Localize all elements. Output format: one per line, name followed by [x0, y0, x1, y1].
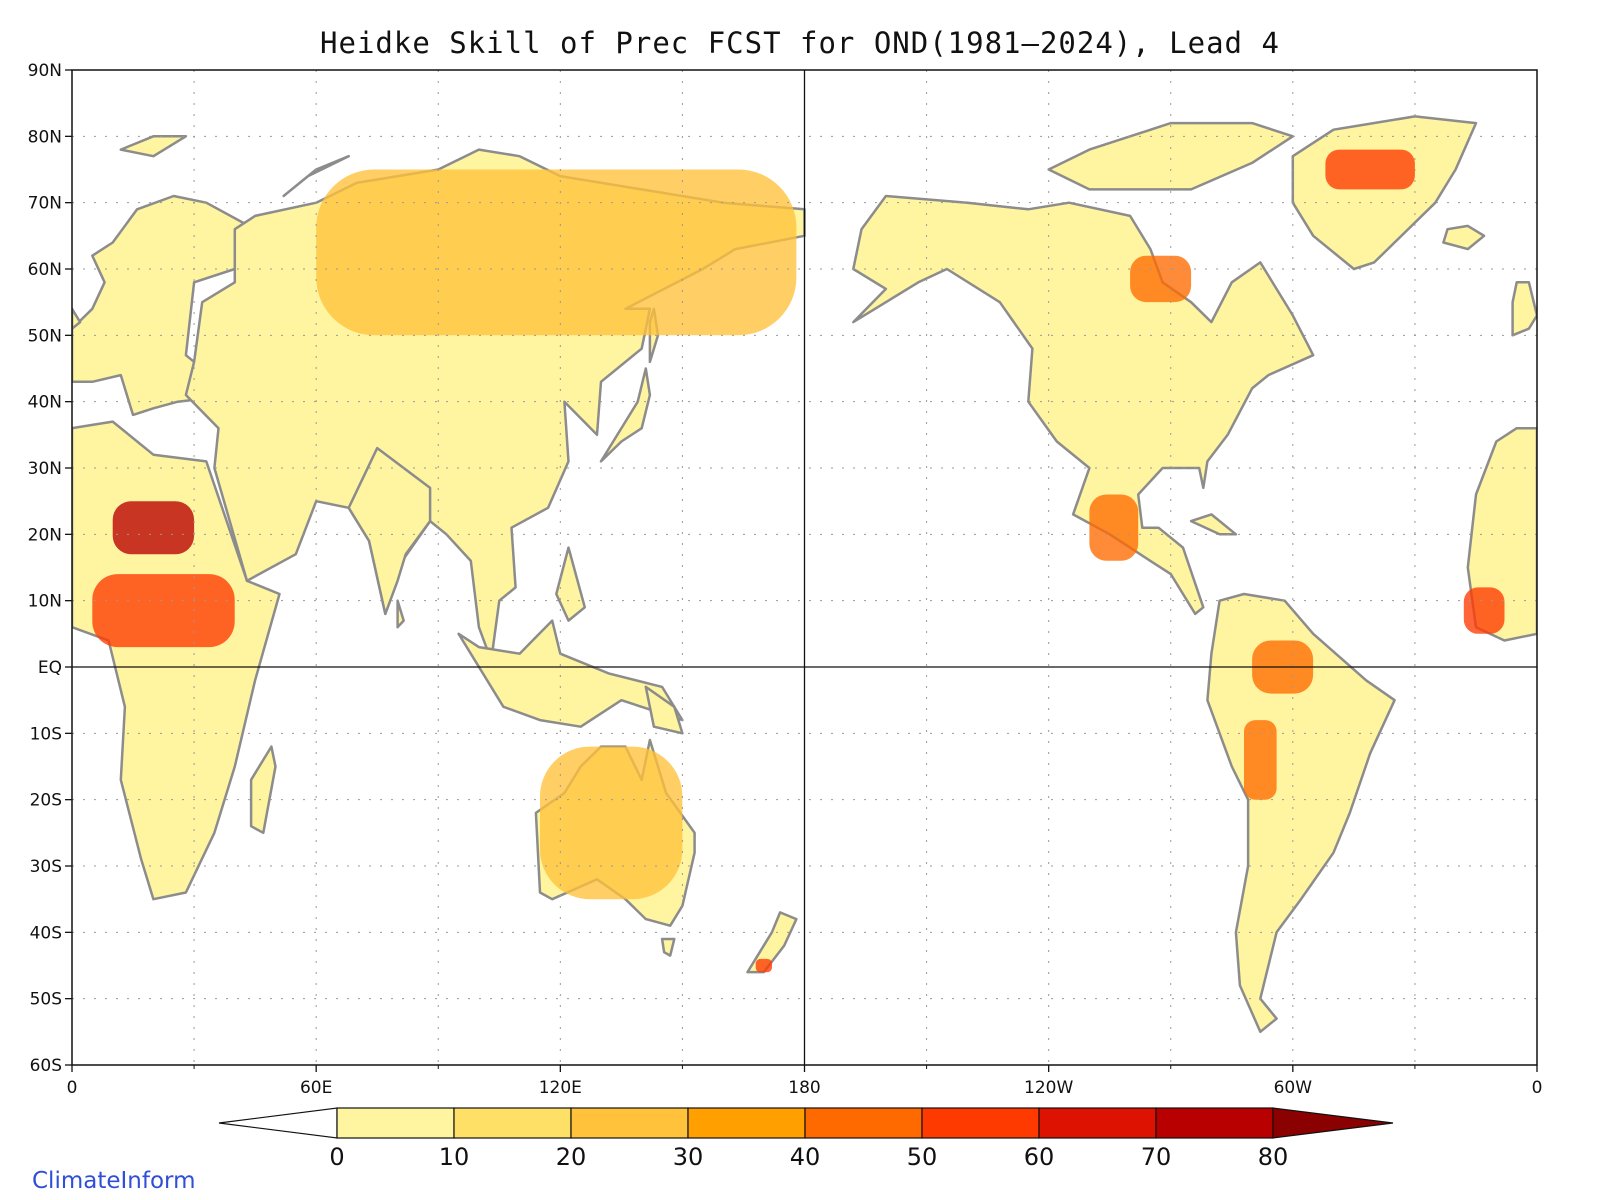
lat-label: 50S	[30, 990, 62, 1010]
graticule	[72, 70, 1537, 1065]
skill-patch-1	[92, 574, 235, 648]
uk-east-land	[72, 307, 82, 330]
colorbar-label: 70	[1141, 1143, 1172, 1171]
credit-label: ClimateInform	[32, 1168, 196, 1194]
skill-patch-9	[540, 746, 683, 900]
philippines-land	[555, 546, 587, 622]
colorbar-label: 10	[439, 1143, 470, 1171]
skill-patch-8	[755, 958, 772, 973]
lat-label: 30S	[30, 857, 62, 877]
lon-label: 60E	[300, 1078, 332, 1098]
colorbar-box-4	[804, 1107, 923, 1139]
colorbar: 0 10 20 30 40 50 60 70 80	[218, 1107, 1394, 1171]
colorbar-label: 80	[1258, 1143, 1289, 1171]
svalbard-land	[119, 135, 188, 158]
colorbar-label: 50	[907, 1143, 938, 1171]
japan-land	[599, 367, 652, 463]
colorbar-box-6	[1038, 1107, 1157, 1139]
lat-label: 60N	[28, 260, 62, 280]
colorbar-below-arrow	[218, 1107, 338, 1139]
longitude-labels: 0 60E 120E 180 120W 60W 0	[67, 1065, 1543, 1098]
lat-label: 10N	[28, 592, 62, 612]
colorbar-above-arrow	[1272, 1107, 1394, 1139]
colorbar-box-0	[336, 1107, 455, 1139]
skill-patch-0	[112, 501, 195, 555]
lat-label: 40S	[30, 923, 62, 943]
novaya-zemlya-land	[282, 154, 350, 198]
skill-patch-6	[1244, 720, 1277, 800]
lon-label: 120E	[539, 1078, 582, 1098]
skill-patch-4	[1089, 494, 1139, 561]
skill-patch-5	[1130, 255, 1192, 303]
png-land	[644, 685, 684, 735]
lon-label: 180	[788, 1078, 820, 1098]
tasmania-land	[660, 937, 676, 957]
lat-label: 30N	[28, 459, 62, 479]
skill-patch-2	[1325, 149, 1415, 190]
lat-label: EQ	[38, 658, 62, 678]
lat-label: 40N	[28, 393, 62, 413]
sri-lanka-land	[396, 599, 405, 629]
colorbar-box-5	[921, 1107, 1040, 1139]
south-america-land	[1206, 592, 1396, 1034]
north-america-land	[852, 194, 1315, 616]
southeast-asia-islands-land	[457, 619, 684, 728]
lat-label: 10S	[30, 724, 62, 744]
colorbar-label: 40	[790, 1143, 821, 1171]
cuba-land	[1189, 513, 1238, 536]
latitude-labels: 90N 80N 70N 60N 50N 40N 30N 20N 10N EQ 10S 20S 30S 40…	[28, 61, 72, 1076]
lon-label: 0	[1532, 1078, 1543, 1098]
skill-layer	[92, 149, 1505, 973]
colorbar-box-3	[687, 1107, 806, 1139]
lat-label: 90N	[28, 61, 62, 81]
colorbar-box-1	[453, 1107, 572, 1139]
lat-label: 20S	[30, 791, 62, 811]
lon-label: 0	[67, 1078, 78, 1098]
lon-label: 60W	[1274, 1078, 1313, 1098]
lat-label: 20N	[28, 525, 62, 545]
colorbar-label: 20	[556, 1143, 587, 1171]
india-land	[347, 446, 432, 616]
skill-patch-10	[316, 169, 797, 336]
lon-label: 120W	[1024, 1078, 1073, 1098]
colorbar-label: 0	[329, 1143, 344, 1171]
colorbar-box-2	[570, 1107, 689, 1139]
madagascar-land	[249, 745, 277, 835]
lat-label: 70N	[28, 194, 62, 214]
colorbar-box-7	[1155, 1107, 1274, 1139]
iceland-land	[1442, 224, 1486, 251]
lat-label: 50N	[28, 326, 62, 346]
skill-patch-7	[1463, 587, 1505, 634]
colorbar-label: 30	[673, 1143, 704, 1171]
colorbar-label: 60	[1024, 1143, 1055, 1171]
page-title: Heidke Skill of Prec FCST for OND(1981–2…	[320, 26, 1280, 60]
uk-land	[1511, 281, 1537, 337]
arctic-islands-land	[1047, 121, 1295, 191]
lat-label: 80N	[28, 127, 62, 147]
lat-label: 60S	[30, 1056, 62, 1076]
